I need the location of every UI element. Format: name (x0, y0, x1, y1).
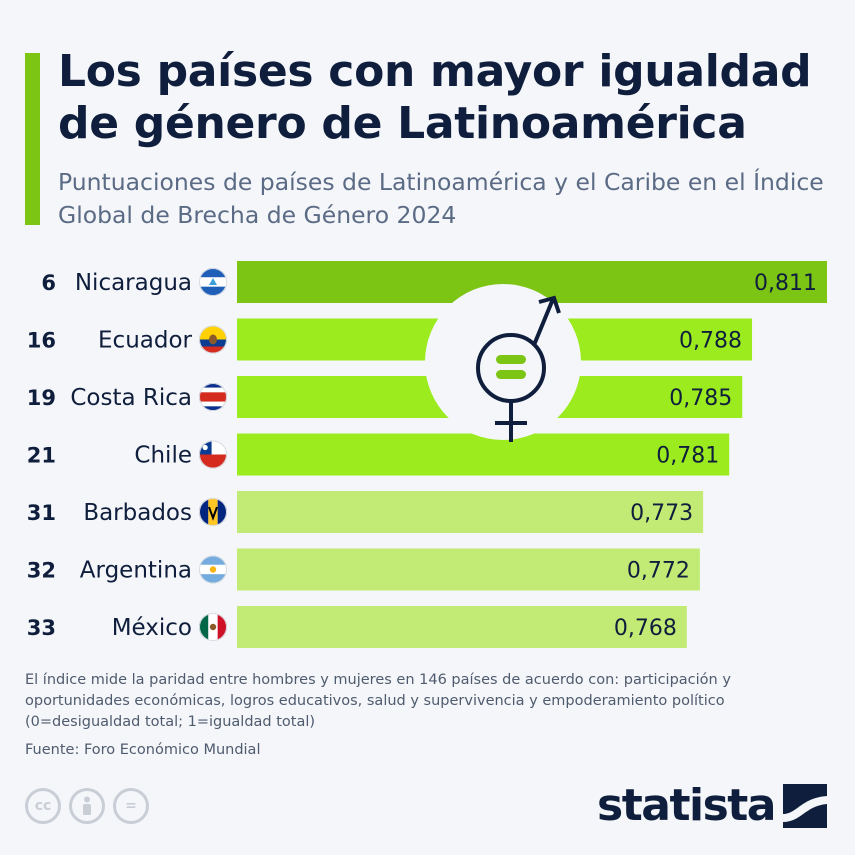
page-subtitle: Puntuaciones de países de Latinoamérica … (58, 168, 824, 229)
value-label: 0,768 (614, 616, 677, 641)
category-label: Costa Rica (70, 385, 192, 411)
value-label: 0,788 (679, 329, 742, 354)
argentina-flag-icon (199, 555, 227, 584)
nd-icon-label: = (125, 798, 137, 814)
rank-label: 16 (27, 329, 56, 353)
rank-label: 21 (27, 444, 56, 468)
footnote: El índice mide la paridad entre hombres … (25, 672, 731, 730)
rank-label: 6 (41, 271, 56, 295)
category-label: Chile (134, 443, 192, 469)
barbados-flag-icon (199, 498, 227, 526)
value-label: 0,773 (630, 501, 693, 526)
ecuador-flag-icon (199, 325, 227, 354)
bar-méxico (237, 606, 687, 648)
brand-name: statista (597, 780, 776, 831)
category-label: Nicaragua (75, 270, 192, 296)
value-label: 0,781 (656, 444, 719, 469)
source-text: Fuente: Foro Económico Mundial (25, 742, 261, 758)
rank-label: 32 (27, 559, 56, 583)
rank-label: 19 (27, 386, 56, 410)
statista-logo[interactable]: statista (597, 780, 827, 831)
category-label: Barbados (83, 500, 192, 526)
bar-chile (237, 433, 730, 476)
value-label: 0,811 (754, 271, 817, 296)
nicaragua-flag-icon (199, 268, 227, 296)
chile-flag-icon (199, 440, 227, 469)
cc-icon[interactable]: cc (25, 788, 61, 824)
gender-equality-icon (425, 284, 581, 442)
page-title: Los países con mayor igualdad de género … (58, 46, 812, 149)
attribution-icon[interactable] (69, 788, 105, 824)
title-accent-bar (25, 53, 40, 225)
category-label: México (112, 615, 192, 641)
person-glyph (83, 796, 91, 815)
cc-icon-label: cc (34, 798, 52, 814)
bar-argentina (237, 548, 700, 591)
statista-logo-icon (783, 783, 827, 828)
mexico-flag-icon (199, 613, 227, 641)
value-label: 0,785 (669, 386, 732, 411)
costa-rica-flag-icon (199, 383, 227, 411)
no-derivatives-icon[interactable]: = (113, 788, 149, 824)
category-label: Ecuador (98, 328, 193, 354)
rank-label: 31 (27, 501, 56, 525)
license-icons: cc = (25, 788, 149, 824)
category-label: Argentina (80, 558, 192, 584)
bar-chart: 0,811 6 Nicaragua 0,788 16 Ecuador 0,785 19 Cost… (27, 261, 827, 648)
rank-label: 33 (27, 616, 56, 640)
value-label: 0,772 (627, 559, 690, 584)
bar-barbados (237, 491, 704, 533)
